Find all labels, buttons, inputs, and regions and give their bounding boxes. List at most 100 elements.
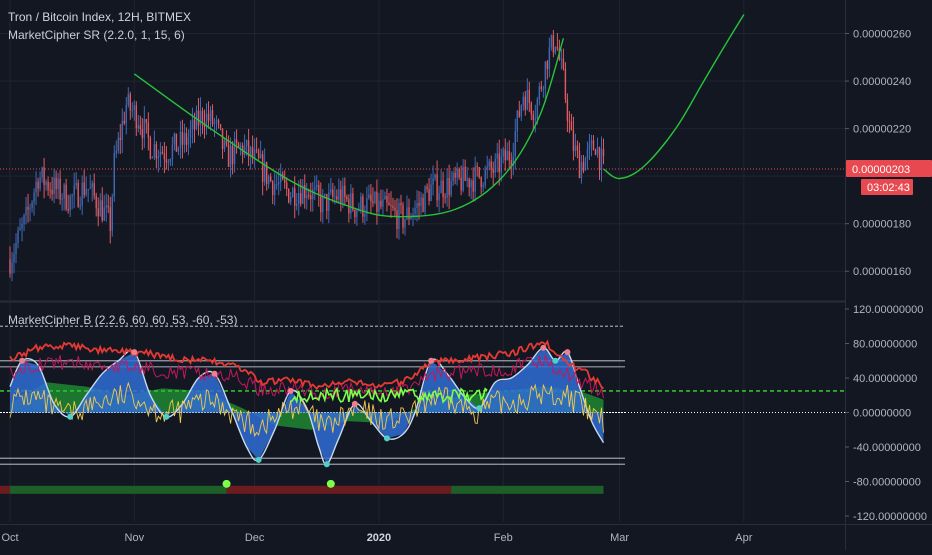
candle-body bbox=[249, 147, 252, 157]
candle-body bbox=[300, 193, 302, 204]
candle-body bbox=[159, 151, 162, 157]
candle-body bbox=[107, 205, 109, 208]
wave-dot bbox=[323, 461, 330, 468]
candle-body bbox=[237, 143, 240, 148]
candle-body bbox=[55, 177, 57, 190]
candle-body bbox=[336, 196, 338, 200]
candle-body bbox=[424, 186, 426, 212]
candle-body bbox=[528, 89, 531, 103]
wave-dot bbox=[564, 349, 571, 356]
candle-body bbox=[406, 207, 408, 220]
candle-body bbox=[290, 196, 292, 203]
candle-body bbox=[296, 203, 298, 206]
candle-body bbox=[149, 137, 152, 159]
osc-tick-label: 0.00000000 bbox=[853, 408, 911, 420]
candle-body bbox=[308, 195, 310, 197]
candle-body bbox=[536, 99, 539, 119]
candle-body bbox=[480, 177, 482, 187]
osc-tick-label: 40.00000000 bbox=[853, 373, 917, 385]
candle-body bbox=[298, 193, 300, 204]
candle-body bbox=[285, 182, 288, 190]
candle-body bbox=[229, 145, 232, 167]
candle-body bbox=[35, 181, 37, 193]
candle-body bbox=[574, 145, 577, 151]
oscillator-pane[interactable] bbox=[0, 325, 845, 494]
candle-body bbox=[129, 94, 132, 111]
candle-body bbox=[302, 185, 304, 204]
candle-body bbox=[522, 96, 525, 106]
candle-body bbox=[277, 182, 280, 185]
candle-body bbox=[334, 196, 336, 198]
candle-body bbox=[454, 172, 456, 178]
candle-body bbox=[15, 242, 17, 255]
candle-body bbox=[476, 166, 478, 168]
candle-body bbox=[432, 178, 434, 185]
candle-body bbox=[538, 86, 541, 100]
cup-curve bbox=[133, 38, 565, 218]
candle-body bbox=[378, 200, 380, 212]
candle-body bbox=[446, 177, 448, 198]
candle-body bbox=[472, 180, 474, 192]
candle-body bbox=[544, 61, 547, 89]
candle-body bbox=[243, 146, 246, 155]
candle-body bbox=[37, 181, 39, 189]
candle-body bbox=[484, 169, 486, 186]
candle-body bbox=[87, 188, 89, 190]
candle-body bbox=[165, 159, 168, 163]
candle-body bbox=[221, 128, 224, 149]
candle-body bbox=[89, 187, 91, 189]
candle-body bbox=[45, 181, 47, 186]
candle-body bbox=[31, 202, 33, 209]
candle-body bbox=[9, 259, 11, 274]
candle-body bbox=[508, 151, 510, 161]
candle-body bbox=[422, 197, 424, 212]
candle-body bbox=[598, 147, 601, 171]
candle-body bbox=[187, 137, 190, 145]
osc-tick-label: -80.00000000 bbox=[853, 477, 921, 489]
candle-body bbox=[468, 178, 470, 188]
candle-body bbox=[59, 178, 61, 200]
candle-body bbox=[137, 125, 140, 129]
price-pane[interactable] bbox=[0, 14, 845, 282]
indicator-sr-label[interactable]: MarketCipher SR (2.2.0, 1, 15, 6) bbox=[8, 28, 185, 42]
candle-body bbox=[584, 158, 587, 171]
candle-body bbox=[157, 156, 160, 159]
chart-title[interactable]: Tron / Bitcoin Index, 12H, BITMEX bbox=[8, 10, 191, 24]
candle-body bbox=[582, 162, 585, 171]
candle-body bbox=[239, 145, 242, 148]
wave-dot bbox=[351, 400, 358, 407]
candle-body bbox=[502, 149, 504, 157]
candle-body bbox=[57, 178, 59, 190]
candle-body bbox=[594, 150, 597, 155]
candle-body bbox=[394, 207, 396, 211]
candle-body bbox=[516, 110, 518, 132]
candle-body bbox=[63, 184, 65, 199]
candle-body bbox=[388, 202, 390, 206]
price-tick-label: 0.00000160 bbox=[853, 266, 911, 278]
candle-body bbox=[380, 200, 382, 207]
candle-body bbox=[440, 180, 442, 194]
candle-body bbox=[288, 189, 290, 203]
candle-body bbox=[69, 196, 71, 211]
candle-body bbox=[131, 110, 134, 112]
candle-body bbox=[444, 197, 446, 199]
candle-body bbox=[426, 186, 428, 189]
candle-body bbox=[113, 153, 115, 197]
candle-body bbox=[235, 139, 238, 144]
candle-body bbox=[271, 181, 274, 196]
candle-body bbox=[123, 120, 125, 124]
candle-body bbox=[139, 125, 142, 130]
candle-body bbox=[215, 120, 218, 122]
candle-body bbox=[376, 191, 378, 212]
candle-body bbox=[183, 133, 186, 145]
indicator-b-label[interactable]: MarketCipher B (2.2.6, 60, 60, 53, -60, … bbox=[8, 313, 238, 327]
candle-body bbox=[267, 176, 270, 184]
candle-body bbox=[201, 110, 204, 123]
candle-body bbox=[524, 96, 527, 110]
candle-body bbox=[141, 129, 144, 139]
candle-body bbox=[568, 120, 571, 122]
candle-body bbox=[83, 182, 85, 195]
candle-body bbox=[554, 46, 557, 53]
candle-body bbox=[225, 140, 228, 145]
candle-body bbox=[181, 131, 184, 145]
